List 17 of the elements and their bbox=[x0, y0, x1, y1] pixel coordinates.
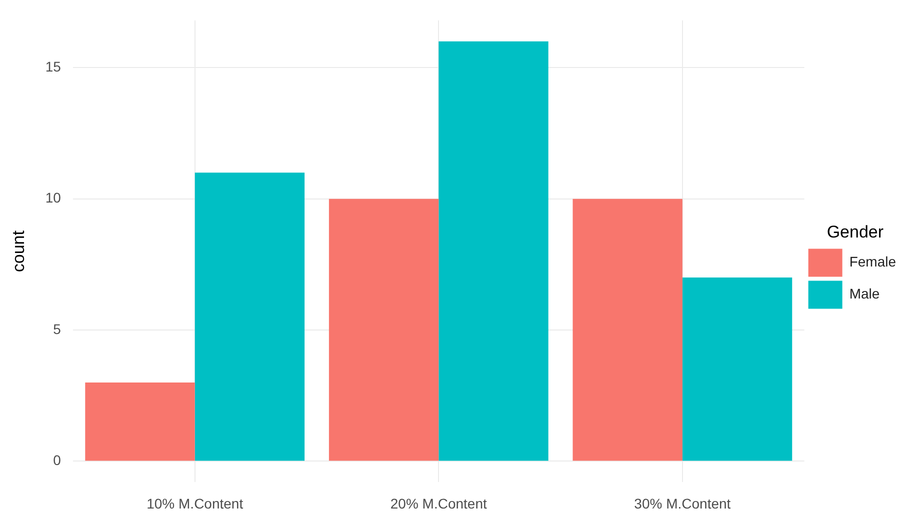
y-tick-label: 15 bbox=[45, 58, 62, 74]
bar bbox=[85, 382, 195, 461]
bar bbox=[194, 172, 305, 461]
bar bbox=[438, 41, 548, 461]
bar bbox=[682, 278, 792, 461]
y-axis-title: count bbox=[8, 230, 28, 272]
y-tick-label: 10 bbox=[45, 190, 62, 206]
x-tick-label: 30% M.Content bbox=[634, 495, 731, 512]
bar bbox=[572, 198, 682, 461]
bar bbox=[328, 198, 439, 461]
x-tick-label: 10% M.Content bbox=[146, 495, 244, 512]
legend-title: Gender bbox=[826, 222, 884, 242]
y-tick-label: 5 bbox=[53, 320, 62, 337]
x-tick-label: 20% M.Content bbox=[390, 495, 487, 512]
legend-label: Female bbox=[849, 254, 896, 270]
legend-label: Male bbox=[849, 286, 880, 302]
y-tick-label: 0 bbox=[53, 452, 62, 468]
